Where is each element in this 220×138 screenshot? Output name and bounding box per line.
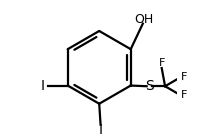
Text: F: F	[181, 90, 187, 100]
Text: F: F	[181, 72, 187, 82]
Text: S: S	[145, 79, 154, 93]
Text: I: I	[99, 123, 103, 137]
Text: F: F	[159, 58, 165, 68]
Text: I: I	[41, 79, 45, 93]
Text: OH: OH	[134, 13, 153, 26]
